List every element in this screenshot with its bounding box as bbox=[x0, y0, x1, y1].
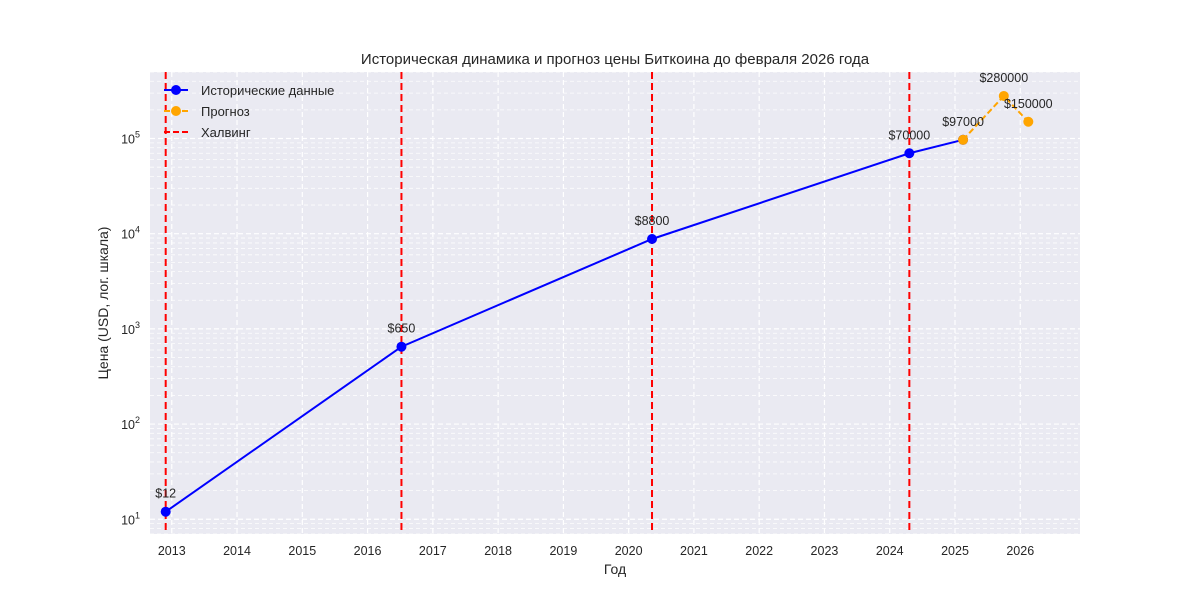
x-tick-label: 2017 bbox=[419, 544, 447, 558]
legend-forecast-label: Прогноз bbox=[201, 104, 250, 119]
x-axis-label: Год bbox=[604, 561, 626, 577]
y-axis-ticks: 101 102 103 104 105 bbox=[121, 130, 140, 528]
x-tick-label: 2014 bbox=[223, 544, 251, 558]
data-label: $650 bbox=[388, 322, 416, 336]
forecast-point bbox=[998, 90, 1009, 101]
historical-point bbox=[160, 506, 171, 517]
x-tick-label: 2019 bbox=[549, 544, 577, 558]
y-tick-label: 102 bbox=[121, 415, 140, 432]
y-tick-label: 101 bbox=[121, 510, 140, 527]
legend-forecast-marker bbox=[171, 106, 181, 116]
plot-background bbox=[150, 72, 1080, 534]
data-label: $280000 bbox=[979, 71, 1028, 85]
x-tick-label: 2015 bbox=[288, 544, 316, 558]
data-labels: $12 $650 $8800 $70000 $97000 $280000 $150000 bbox=[155, 71, 1052, 501]
chart-title: Историческая динамика и прогноз цены Бит… bbox=[361, 51, 870, 68]
y-tick-label: 104 bbox=[121, 225, 140, 242]
legend-historical-label: Исторические данные bbox=[201, 83, 334, 98]
x-tick-label: 2022 bbox=[745, 544, 773, 558]
x-tick-label: 2025 bbox=[941, 544, 969, 558]
x-tick-label: 2026 bbox=[1006, 544, 1034, 558]
x-tick-label: 2021 bbox=[680, 544, 708, 558]
historical-point bbox=[647, 233, 658, 244]
x-tick-label: 2018 bbox=[484, 544, 512, 558]
forecast-point bbox=[1023, 116, 1034, 127]
forecast-point bbox=[958, 134, 969, 145]
legend-halving-label: Халвинг bbox=[201, 125, 251, 140]
grid bbox=[150, 71, 1080, 535]
series bbox=[160, 90, 1034, 517]
historical-point bbox=[904, 148, 915, 159]
x-tick-label: 2020 bbox=[615, 544, 643, 558]
legend: Исторические данные Прогноз Халвинг bbox=[164, 83, 334, 140]
x-tick-label: 2023 bbox=[811, 544, 839, 558]
data-label: $150000 bbox=[1004, 97, 1053, 111]
x-tick-label: 2016 bbox=[354, 544, 382, 558]
data-label: $70000 bbox=[888, 128, 930, 142]
y-axis-label: Цена (USD, лог. шкала) bbox=[95, 227, 111, 380]
data-label: $12 bbox=[155, 487, 176, 501]
legend-historical-marker bbox=[171, 85, 181, 95]
x-tick-label: 2013 bbox=[158, 544, 186, 558]
y-tick-label: 105 bbox=[121, 130, 140, 147]
data-label: $8800 bbox=[635, 214, 670, 228]
x-axis-ticks: 2013 2014 2015 2016 2017 2018 2019 2020 2021 2022… bbox=[158, 544, 1034, 558]
x-tick-label: 2024 bbox=[876, 544, 904, 558]
historical-point bbox=[396, 341, 407, 352]
data-label: $97000 bbox=[942, 115, 984, 129]
y-tick-label: 103 bbox=[121, 320, 140, 337]
